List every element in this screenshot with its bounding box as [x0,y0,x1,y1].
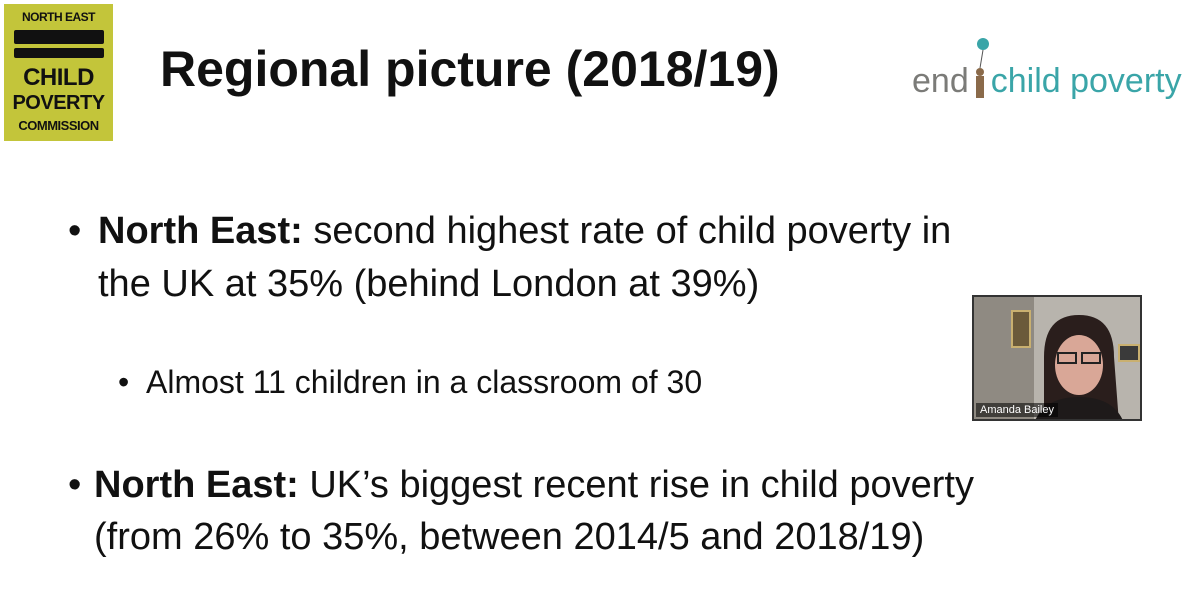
participant-name: Amanda Bailey [976,403,1058,417]
logo-word: child poverty [990,62,1182,100]
logo-text: CHILD [23,64,94,91]
logo-text: POVERTY [12,92,105,114]
sub-bullet: • [118,364,130,400]
bullet-lead: North East: [98,210,303,252]
video-feed [974,297,1140,419]
brush-stroke [14,48,104,58]
video-tile[interactable]: Amanda Bailey [972,295,1142,421]
commission-logo: NORTH EAST CHILD POVERTY COMMISSION [4,4,113,141]
logo-text: NORTH EAST [22,10,96,24]
bullet-lead: North East: [94,464,299,506]
sub-bullet-text: Almost 11 children in a classroom of 30 [146,364,703,400]
figure-icon [975,38,989,98]
bullet-text: (from 26% to 35%, between 2014/5 and 201… [94,516,925,558]
logo-text: COMMISSION [18,118,99,133]
bullet-text: the UK at 35% (behind London at 39%) [98,263,760,305]
logo-word: end [912,62,969,100]
brush-stroke [14,30,104,44]
bullet-line: North East: second highest rate of child… [98,210,951,253]
bullet-text: second highest rate of child poverty in [313,210,952,252]
bullet: • [68,464,82,506]
ecp-logo: end child poverty [912,38,1182,101]
slide-title: Regional picture (2018/19) [160,41,780,97]
bullet-text: UK’s biggest recent rise in child povert… [309,464,974,506]
bullet: • [68,210,82,252]
bullet-line: North East: UK’s biggest recent rise in … [94,464,974,507]
